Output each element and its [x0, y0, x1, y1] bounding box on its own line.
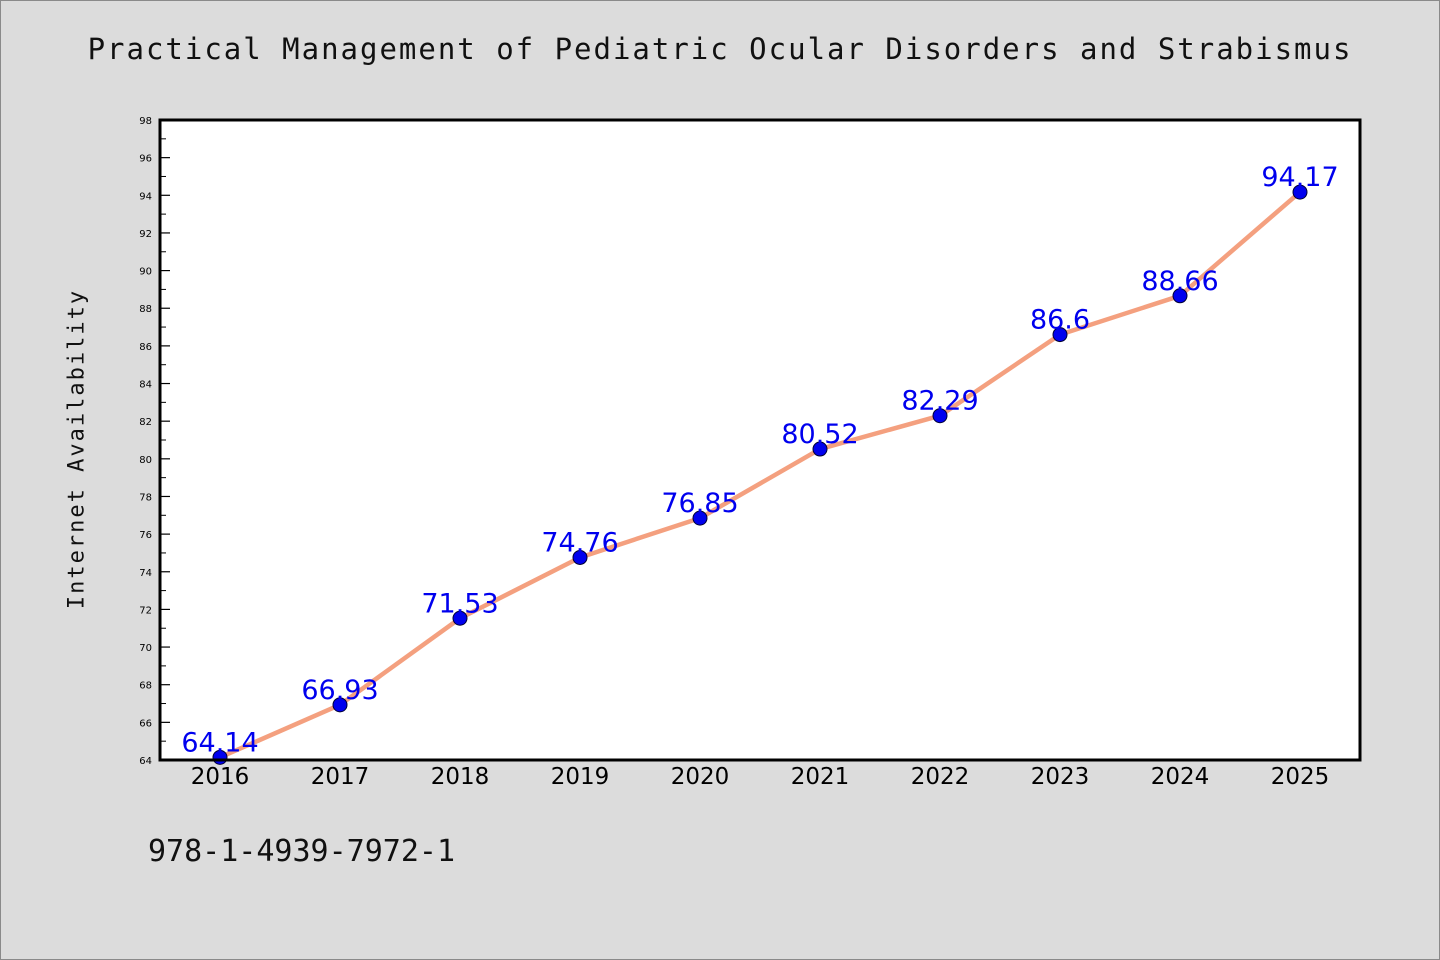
data-label: 71.53	[421, 588, 498, 619]
y-tick-label: 90	[139, 267, 152, 278]
series-line	[217, 189, 1303, 760]
y-tick-label: 70	[139, 643, 152, 654]
plot-frame	[158, 118, 1362, 762]
y-tick-label: 96	[139, 154, 152, 165]
data-label: 94.17	[1261, 162, 1338, 193]
x-tick-label: 2017	[311, 764, 370, 790]
data-label: 88.66	[1141, 266, 1218, 297]
y-tick-label: 84	[139, 380, 152, 391]
y-tick-label: 86	[139, 342, 152, 353]
data-label: 86.6	[1030, 305, 1090, 336]
data-label: 74.76	[541, 527, 618, 558]
data-label: 82.29	[901, 386, 978, 417]
y-tick-label: 68	[139, 681, 152, 692]
x-tick-label: 2021	[791, 764, 850, 790]
x-tick-label: 2024	[1151, 764, 1210, 790]
data-label: 66.93	[301, 675, 378, 706]
y-tick-label: 98	[139, 116, 152, 127]
data-point	[572, 549, 588, 565]
data-labels: 64.14 66.93 71.53 74.76 76.85 80.52 82.29 86.6 8…	[181, 162, 1338, 758]
x-tick-label: 2020	[671, 764, 730, 790]
data-point	[692, 510, 708, 526]
x-tick-label: 2018	[431, 764, 490, 790]
y-tick-label: 80	[139, 455, 152, 466]
y-tick-label: 88	[139, 304, 152, 315]
x-tick-label: 2025	[1271, 764, 1330, 790]
data-label: 80.52	[781, 419, 858, 450]
x-axis: 2016 2017 2018 2019 2020 2021 2022 2023 2024 2025	[191, 764, 1330, 790]
data-point	[1172, 288, 1188, 304]
x-tick-label: 2022	[911, 764, 970, 790]
y-tick-label: 64	[139, 756, 152, 767]
data-label: 76.85	[661, 488, 738, 519]
footnote-isbn: 978-1-4939-7972-1	[148, 834, 456, 869]
y-tick-label: 94	[139, 191, 152, 202]
data-point	[812, 441, 828, 457]
x-tick-label: 2016	[191, 764, 250, 790]
y-tick-label: 66	[139, 718, 152, 729]
y-axis: 64 66 68 70 72 74 76 78 80 82 84 86 88 90 92 94 96 98	[139, 116, 170, 767]
data-label: 64.14	[181, 727, 258, 758]
y-tick-label: 82	[139, 417, 152, 428]
y-tick-label: 92	[139, 229, 152, 240]
plot-area	[160, 120, 1360, 760]
y-tick-label: 78	[139, 492, 152, 503]
x-tick-label: 2023	[1031, 764, 1090, 790]
y-tick-label: 72	[139, 605, 152, 616]
data-point	[1052, 327, 1068, 343]
y-tick-label: 74	[139, 568, 152, 579]
data-point	[452, 610, 468, 626]
x-tick-label: 2019	[551, 764, 610, 790]
data-point	[1292, 184, 1308, 200]
data-point	[932, 408, 948, 424]
chart-title: Practical Management of Pediatric Ocular…	[87, 32, 1353, 66]
y-tick-label: 76	[139, 530, 152, 541]
data-point	[332, 697, 348, 713]
